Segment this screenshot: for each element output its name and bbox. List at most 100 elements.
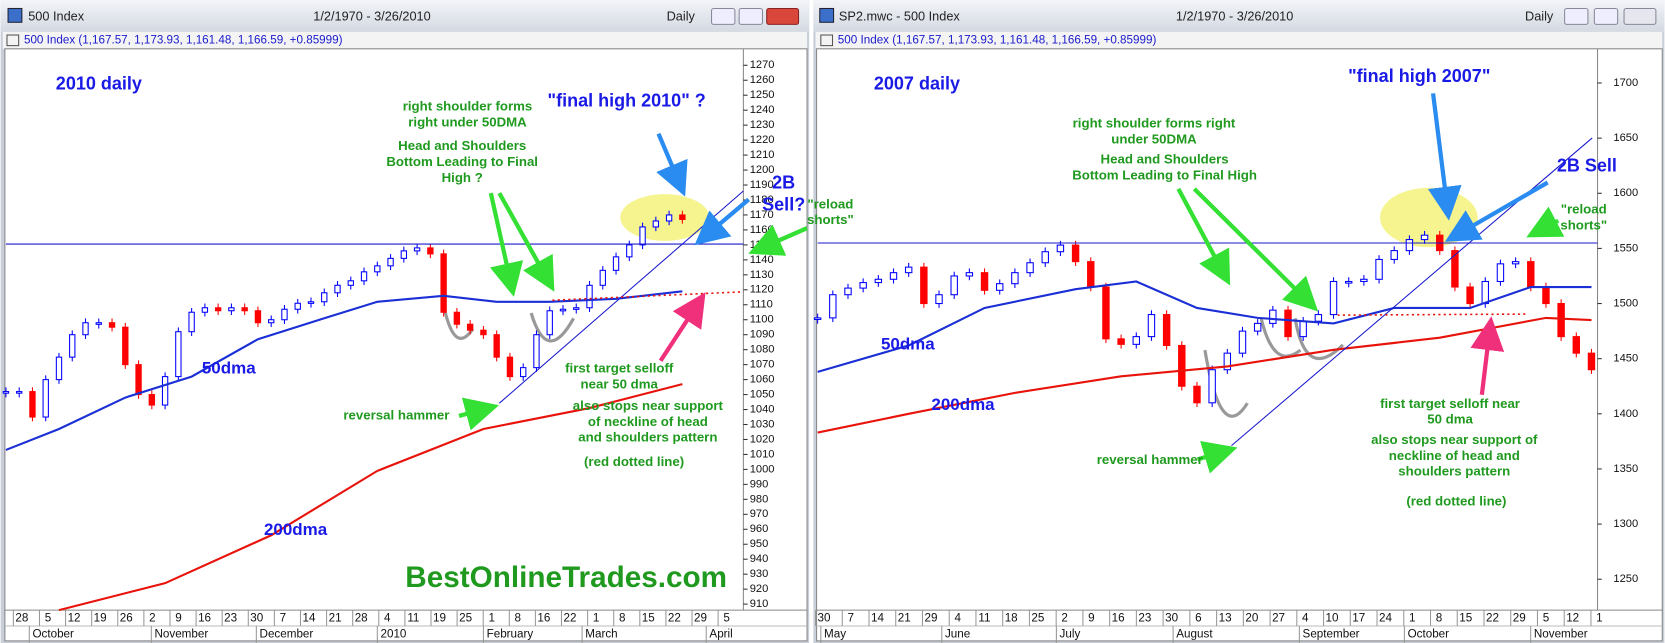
candle <box>307 301 315 304</box>
y-tick-label: 1700 <box>1613 77 1638 89</box>
candle <box>1375 258 1383 280</box>
candle <box>1344 280 1353 284</box>
candle <box>1147 314 1156 338</box>
y-tick-label: 1650 <box>1613 132 1638 144</box>
x-tick-label: 9 <box>1088 612 1094 625</box>
month-label: August <box>1176 628 1213 641</box>
y-tick-label: 940 <box>750 553 769 565</box>
x-tick-label: 23 <box>1138 612 1151 625</box>
candle <box>148 394 156 406</box>
ma-label: 200dma <box>264 520 328 539</box>
x-tick-label: 11 <box>978 612 990 625</box>
candle <box>1466 286 1474 305</box>
candle <box>374 265 381 273</box>
month-label: October <box>1408 628 1450 641</box>
close-button[interactable] <box>766 7 800 25</box>
candle <box>135 364 142 396</box>
x-tick-label: 28 <box>15 612 28 625</box>
x-tick-label: 30 <box>818 612 831 625</box>
candle <box>599 269 606 286</box>
y-tick-label: 970 <box>750 508 769 520</box>
candle <box>427 247 434 255</box>
candle <box>1572 336 1581 354</box>
close-button[interactable] <box>1623 7 1657 25</box>
y-tick-label: 1080 <box>750 344 775 356</box>
x-tick-label: 4 <box>384 612 391 625</box>
x-tick-label: 5 <box>45 612 51 625</box>
x-tick-label: 8 <box>619 612 625 625</box>
candle <box>1071 244 1080 263</box>
candle <box>1542 286 1550 305</box>
candle <box>1041 251 1049 264</box>
candle <box>844 287 852 296</box>
y-tick-label: 1250 <box>1613 573 1638 585</box>
candle <box>533 334 540 369</box>
annotation: "final high 2007" <box>1348 66 1490 86</box>
candle <box>1026 262 1034 274</box>
x-tick-label: 7 <box>280 612 286 625</box>
maximize-button[interactable] <box>1593 7 1619 25</box>
info-icon <box>820 34 834 47</box>
annotation: shorts" <box>1560 218 1607 233</box>
y-tick-label: 950 <box>750 538 769 550</box>
maximize-button[interactable] <box>738 7 764 25</box>
green-arrows <box>458 187 1565 474</box>
y-tick-label: 1130 <box>750 269 774 281</box>
x-tick-label: 30 <box>250 612 263 625</box>
candle <box>1329 280 1338 316</box>
month-label: November <box>1534 628 1588 641</box>
annotation: (red dotted line) <box>584 454 684 469</box>
annotation: 2010 daily <box>56 74 142 94</box>
candle <box>1451 250 1459 288</box>
info-icon <box>6 34 20 47</box>
month-label: June <box>945 628 970 641</box>
minimize-button[interactable] <box>711 7 736 25</box>
candle <box>829 294 837 319</box>
date-range: 1/2/1970 - 3/26/2010 <box>313 8 430 23</box>
candle <box>920 266 928 305</box>
candle <box>1511 261 1520 265</box>
candle <box>874 278 883 284</box>
y-tick-label: 1450 <box>1613 353 1638 365</box>
x-tick-label: 4 <box>954 612 961 625</box>
x-tick-label: 25 <box>459 612 472 625</box>
y-tick-label: 1550 <box>1613 242 1638 254</box>
candle <box>254 310 262 324</box>
x-tick-label: 2 <box>1061 612 1067 625</box>
y-tick-label: 1040 <box>750 403 775 415</box>
candle <box>161 376 169 406</box>
candle <box>1253 322 1262 332</box>
annotation: 50 dma <box>1427 412 1473 427</box>
candle <box>639 226 646 246</box>
candle <box>1162 314 1171 346</box>
candle <box>334 284 341 294</box>
x-tick-label: 15 <box>642 612 655 625</box>
annotation: right shoulder forms right <box>1073 116 1236 131</box>
y-tick-label: 980 <box>750 493 769 505</box>
candle <box>546 310 553 336</box>
date-range: 1/2/1970 - 3/26/2010 <box>1176 8 1293 23</box>
candle <box>2 391 10 394</box>
minimize-button[interactable] <box>1564 7 1589 25</box>
candle <box>1299 320 1307 338</box>
annotation: shoulders pattern <box>1398 464 1510 479</box>
candle <box>859 282 867 289</box>
candle <box>214 307 222 312</box>
annotation: 2B <box>772 172 795 192</box>
candle <box>813 317 822 321</box>
x-tick-label: 26 <box>120 612 133 625</box>
candle <box>294 302 301 310</box>
x-tick-label: 14 <box>871 612 884 625</box>
y-tick-label: 920 <box>750 583 769 595</box>
y-tick-label: 1020 <box>750 433 775 445</box>
candle <box>55 356 63 381</box>
candle <box>1284 309 1292 338</box>
candle <box>612 256 620 271</box>
symbol-info: 500 Index (1,167.57, 1,173.93, 1,161.48,… <box>838 33 1157 46</box>
y-tick-label: 1270 <box>750 59 775 71</box>
candle <box>188 311 195 333</box>
x-tick-label: 5 <box>723 612 729 625</box>
y-tick-label: 1180 <box>750 194 774 206</box>
candle <box>42 379 49 418</box>
candle <box>321 292 328 303</box>
